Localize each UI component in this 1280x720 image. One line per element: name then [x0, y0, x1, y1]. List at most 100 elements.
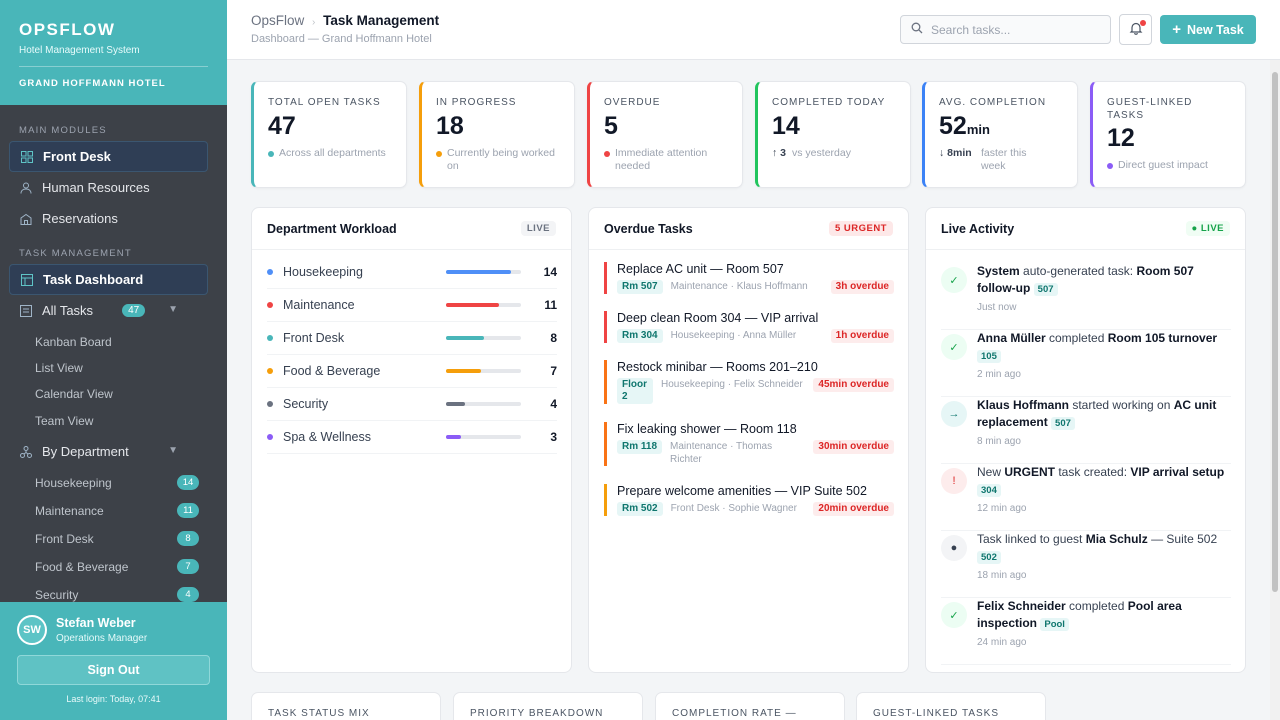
overdue-task-item[interactable]: Deep clean Room 304 — VIP arrival Rm 304 H… [604, 311, 894, 343]
kpi-dot [268, 151, 274, 157]
kpi-dot [436, 151, 442, 157]
department-label: Food & Beverage [35, 560, 129, 574]
kpi-number: 47 [268, 112, 296, 140]
kpi-value: 5 [604, 112, 728, 141]
activity-target: VIP arrival setup [1130, 465, 1225, 479]
breadcrumb: OpsFlow › Task Management [251, 13, 439, 28]
department-count-badge: 11 [177, 503, 199, 518]
overdue-task-item[interactable]: Fix leaking shower — Room 118 Rm 118 Maint… [604, 422, 894, 466]
notification-dot [1140, 20, 1146, 26]
chevron-down-icon[interactable]: ▼ [168, 445, 178, 456]
department-name: Security [283, 397, 329, 411]
workload-bar [446, 336, 484, 340]
activity-item[interactable]: → Klaus Hoffmann started working on AC un… [941, 397, 1231, 464]
activity-message: Task linked to guest Mia Schulz — Suite … [977, 531, 1231, 565]
sidebar-item-label: Front Desk [43, 149, 111, 164]
notifications-button[interactable] [1119, 14, 1152, 45]
kpi-card[interactable]: COMPLETED TODAY 14 ↑ 3 vs yesterday [755, 81, 911, 188]
guest-icon: ● [941, 535, 967, 561]
sidebar-item-human-resources[interactable]: Human Resources [9, 172, 208, 203]
kpi-value: 52min [939, 112, 1063, 141]
department-workload-panel: Department Workload LIVE Housekeeping 14 M… [251, 207, 572, 673]
alert-icon: ! [941, 468, 967, 494]
sidebar-item-kanban-board[interactable]: Kanban Board [35, 335, 112, 349]
department-label: Housekeeping [35, 476, 112, 490]
chevron-down-icon[interactable]: ▼ [168, 304, 178, 315]
grid-icon [20, 150, 34, 164]
activity-time: 24 min ago [977, 637, 1027, 648]
breadcrumb-app[interactable]: OpsFlow [251, 13, 305, 28]
task-status-mix-card: TASK STATUS MIX [251, 692, 441, 720]
room-chip[interactable]: 502 [977, 551, 1001, 564]
brand-subtitle: Hotel Management System [19, 45, 140, 56]
overdue-task-item[interactable]: Restock minibar — Rooms 201–210 Floor 2 Ho… [604, 360, 894, 404]
new-task-button[interactable]: + New Task [1160, 15, 1256, 44]
brand-name: OPSFLOW [19, 20, 116, 39]
activity-item[interactable]: ! New URGENT task created: VIP arrival se… [941, 464, 1231, 531]
department-row[interactable]: Security 4 [267, 388, 557, 421]
room-chip[interactable]: Pool [1040, 618, 1069, 631]
kpi-card[interactable]: GUEST-LINKED TASKS 12 Direct guest impact [1090, 81, 1246, 188]
dashboard-icon [20, 273, 34, 287]
department-row[interactable]: Housekeeping 14 [267, 256, 557, 289]
sidebar-item-reservations[interactable]: Reservations [9, 203, 208, 234]
room-chip[interactable]: 304 [977, 484, 1001, 497]
section-label-task-management: TASK MANAGEMENT [19, 248, 132, 259]
kpi-dot [604, 151, 610, 157]
workload-bar-track [446, 402, 521, 406]
plus-icon: + [1172, 21, 1181, 38]
sidebar-item-list-view[interactable]: List View [35, 361, 83, 375]
room-chip[interactable]: 507 [1051, 417, 1075, 430]
search-placeholder: Search tasks... [931, 22, 1011, 37]
overdue-task-item[interactable]: Prepare welcome amenities — VIP Suite 50… [604, 484, 894, 516]
kpi-note-text: Currently being worked on [447, 147, 555, 172]
sidebar-item-calendar-view[interactable]: Calendar View [35, 387, 113, 401]
department-row[interactable]: Maintenance 11 [267, 289, 557, 322]
kpi-card[interactable]: TOTAL OPEN TASKS 47 Across all departments [251, 81, 407, 188]
sidebar-item-front-desk-dept[interactable]: Front Desk [35, 532, 94, 546]
department-count-badge: 7 [177, 559, 199, 574]
sidebar-item-team-view[interactable]: Team View [35, 414, 94, 428]
department-label: Front Desk [35, 532, 94, 546]
kpi-note-delta: ↑ 3 [772, 147, 787, 159]
activity-time: 2 min ago [977, 369, 1021, 380]
kpi-card[interactable]: IN PROGRESS 18 Currently being worked on [419, 81, 575, 188]
activity-item[interactable]: ✓ Anna Müller completed Room 105 turnover… [941, 330, 1231, 397]
room-chip[interactable]: 105 [977, 350, 1001, 363]
sidebar-item-maintenance[interactable]: Maintenance [35, 504, 104, 518]
sidebar-item-front-desk[interactable]: Front Desk [9, 141, 208, 172]
kpi-note-text: faster this week [981, 147, 1027, 172]
all-tasks-count-badge: 47 [122, 304, 146, 317]
kpi-card[interactable]: OVERDUE 5 Immediate attention needed [587, 81, 743, 188]
sidebar-item-housekeeping[interactable]: Housekeeping [35, 476, 205, 490]
sign-out-button[interactable]: Sign Out [17, 655, 210, 685]
live-tag: LIVE [520, 221, 556, 236]
kpi-note-delta: ↓ 8min [939, 147, 972, 159]
bell-icon [1129, 21, 1143, 38]
priority-breakdown-card: PRIORITY BREAKDOWN [453, 692, 643, 720]
task-title: Fix leaking shower — Room 118 [617, 422, 797, 436]
activity-item[interactable]: ● Task linked to guest Mia Schulz — Suite… [941, 531, 1231, 598]
room-chip[interactable]: 507 [1033, 283, 1058, 296]
overdue-task-item[interactable]: Replace AC unit — Room 507 Rm 507 Maintena… [604, 262, 894, 294]
sidebar-item-food-beverage[interactable]: Food & Beverage [35, 560, 128, 574]
workload-bar [446, 270, 511, 274]
activity-message: System auto-generated task: Room 507 fol… [977, 263, 1231, 297]
sidebar-item-by-department[interactable]: By Department ▼ [9, 436, 208, 467]
workload-bar [446, 303, 499, 307]
department-row[interactable]: Front Desk 8 [267, 322, 557, 355]
department-row[interactable]: Spa & Wellness 3 [267, 421, 557, 454]
user-icon [19, 181, 33, 195]
sidebar-item-task-dashboard[interactable]: Task Dashboard [9, 264, 208, 295]
avatar[interactable]: SW [17, 615, 47, 645]
kpi-number: 14 [772, 112, 800, 140]
section-label-main-modules: MAIN MODULES [19, 125, 107, 136]
sidebar-item-security[interactable]: Security [35, 588, 78, 602]
search-input[interactable]: Search tasks... [900, 15, 1111, 44]
activity-item[interactable]: ✓ System auto-generated task: Room 507 fo… [941, 263, 1231, 330]
activity-item[interactable]: ✓ Felix Schneider completed Pool area ins… [941, 598, 1231, 665]
kpi-card[interactable]: AVG. COMPLETION 52min ↓ 8min faster this we… [922, 81, 1078, 188]
sidebar-item-all-tasks[interactable]: All Tasks 47 ▼ [9, 295, 208, 326]
department-row[interactable]: Food & Beverage 7 [267, 355, 557, 388]
scrollbar-thumb[interactable] [1272, 72, 1278, 592]
